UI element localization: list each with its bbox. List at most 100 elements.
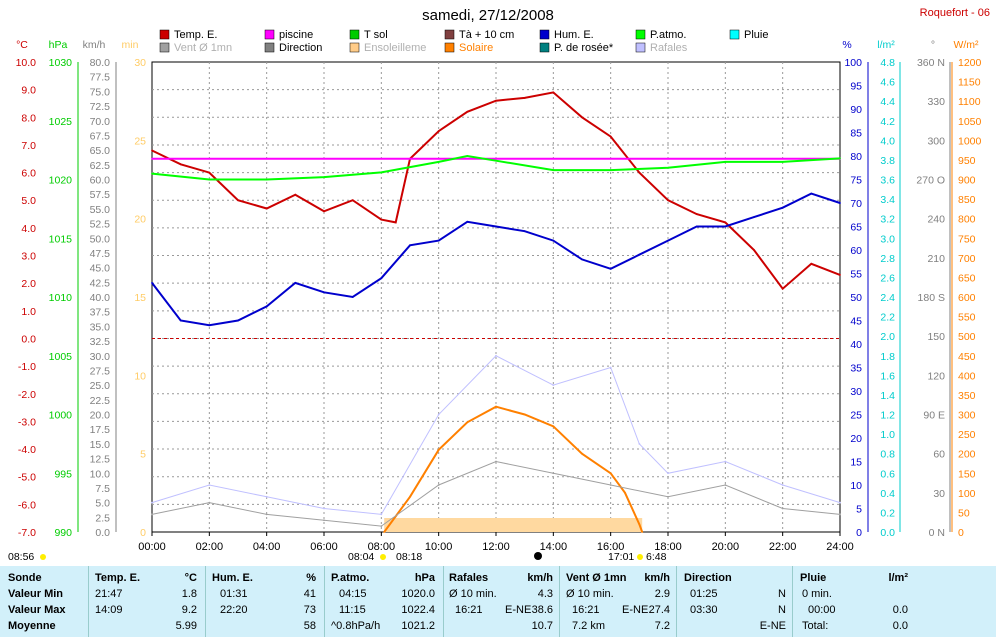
table-cell: 73 (303, 604, 316, 616)
data-point (437, 239, 440, 242)
legend-label: Tà + 10 cm (459, 29, 514, 41)
axis-tick-solar: 1000 (958, 135, 982, 147)
axis-unit-rain: l/m² (877, 39, 895, 51)
axis-tick-min: 30 (134, 57, 146, 69)
data-point (323, 507, 325, 510)
axis-tick-solar: 700 (958, 253, 976, 265)
legend-label: Ensoleilleme (364, 42, 426, 54)
data-point (466, 421, 469, 424)
legend-label: Pluie (744, 29, 768, 41)
axis-tick-temp: 9.0 (21, 85, 36, 97)
axis-tick-temp: -2.0 (18, 389, 36, 401)
legend-item: Direction (264, 42, 322, 54)
table-header: Vent Ø 1mn (566, 572, 627, 584)
table-cell: 0.0 (892, 604, 908, 616)
data-point (667, 199, 669, 202)
x-tick-label: 10:00 (425, 541, 453, 553)
axis-tick-rain: 1.8 (880, 351, 895, 363)
axis-tick-dir: 60 (933, 449, 945, 461)
x-tick-label: 18:00 (654, 541, 682, 553)
table-cell: 1.8 (181, 588, 197, 600)
sun-icon (40, 554, 46, 560)
legend-item: T sol (349, 29, 388, 41)
axis-tick-press: 1025 (49, 116, 73, 128)
legend-item: Ensoleilleme (349, 42, 426, 54)
axis-tick-rain: 4.4 (880, 96, 895, 108)
data-point (466, 155, 469, 157)
data-point (667, 495, 669, 498)
axis-tick-temp: 2.0 (21, 278, 36, 290)
axis-tick-min: 25 (134, 135, 146, 147)
data-point (839, 157, 841, 160)
axis-tick-press: 1000 (49, 410, 73, 422)
data-point (208, 171, 211, 174)
axis-tick-solar: 950 (958, 155, 976, 167)
data-point (724, 221, 727, 224)
table-cell: 4.3 (537, 588, 553, 600)
legend-item: P. de rosée* (539, 42, 614, 54)
axis-tick-temp: 6.0 (21, 168, 36, 180)
data-point (781, 287, 784, 290)
axis-tick-dir: 120 (927, 370, 945, 382)
data-point (781, 160, 784, 163)
axis-tick-hum: 95 (850, 81, 862, 93)
axis-tick-solar: 150 (958, 468, 976, 480)
data-point (466, 220, 469, 223)
legend-label: P.atmo. (650, 29, 687, 41)
x-tick-label: 06:00 (310, 541, 338, 553)
axis-tick-temp: 3.0 (21, 251, 36, 263)
data-point (380, 218, 383, 221)
table-cell: E-NE (759, 620, 786, 632)
axis-tick-hum: 40 (850, 339, 862, 351)
axis-tick-dir: 270 O (916, 175, 945, 187)
data-point (380, 525, 383, 528)
data-point (839, 273, 841, 276)
axis-tick-rain: 2.0 (880, 331, 895, 343)
data-point (667, 472, 669, 475)
data-point (609, 267, 612, 270)
data-point (641, 531, 644, 533)
data-point (237, 319, 239, 322)
table-unit: km/h (527, 572, 553, 584)
data-point (667, 239, 669, 242)
axis-tick-hum: 45 (850, 316, 862, 328)
x-tick-label: 00:00 (138, 541, 166, 553)
axis-tick-min: 0 (140, 527, 146, 539)
axis-tick-dir: 90 E (923, 410, 945, 422)
axis-tick-wind: 25.0 (90, 380, 111, 392)
table-col-vent: Vent Ø 1mn km/h Ø 10 min. 2.9 16:21 E-NE… (566, 566, 676, 637)
data-point (294, 282, 297, 284)
data-point (351, 199, 354, 202)
legend-swatch (635, 29, 646, 40)
axis-tick-solar: 400 (958, 370, 976, 382)
legend-item: piscine (264, 29, 313, 41)
data-point (208, 501, 211, 504)
axis-tick-hum: 80 (850, 151, 862, 163)
data-point (839, 501, 841, 504)
table-cell: 1020.0 (401, 588, 435, 600)
axis-tick-rain: 3.6 (880, 175, 895, 187)
data-point (437, 130, 440, 133)
axis-tick-dir: 30 (933, 488, 945, 500)
sunset-icon (637, 554, 643, 560)
axis-unit-solar: W/m² (953, 39, 979, 51)
data-point (495, 159, 497, 162)
axis-tick-wind: 0.0 (95, 527, 110, 539)
legend-label: P. de rosée* (554, 42, 614, 54)
axis-tick-hum: 10 (850, 480, 862, 492)
table-unit: l/m² (888, 572, 908, 584)
axis-tick-wind: 5.0 (95, 498, 110, 510)
data-point (323, 519, 325, 522)
axis-tick-solar: 500 (958, 331, 976, 343)
table-col-hum: Hum. E. % 01:31 41 22:20 73 58 (212, 566, 324, 637)
data-point (466, 110, 469, 113)
data-point (179, 163, 182, 166)
axis-tick-solar: 1150 (958, 77, 981, 89)
data-point (609, 472, 612, 475)
data-point (495, 405, 497, 408)
data-point (781, 484, 784, 486)
data-point (409, 244, 411, 247)
table-col-rafales: Rafales km/h Ø 10 min. 4.3 16:21 E-NE 38… (449, 566, 559, 637)
axis-tick-wind: 72.5 (90, 101, 111, 113)
axis-tick-solar: 600 (958, 292, 976, 304)
